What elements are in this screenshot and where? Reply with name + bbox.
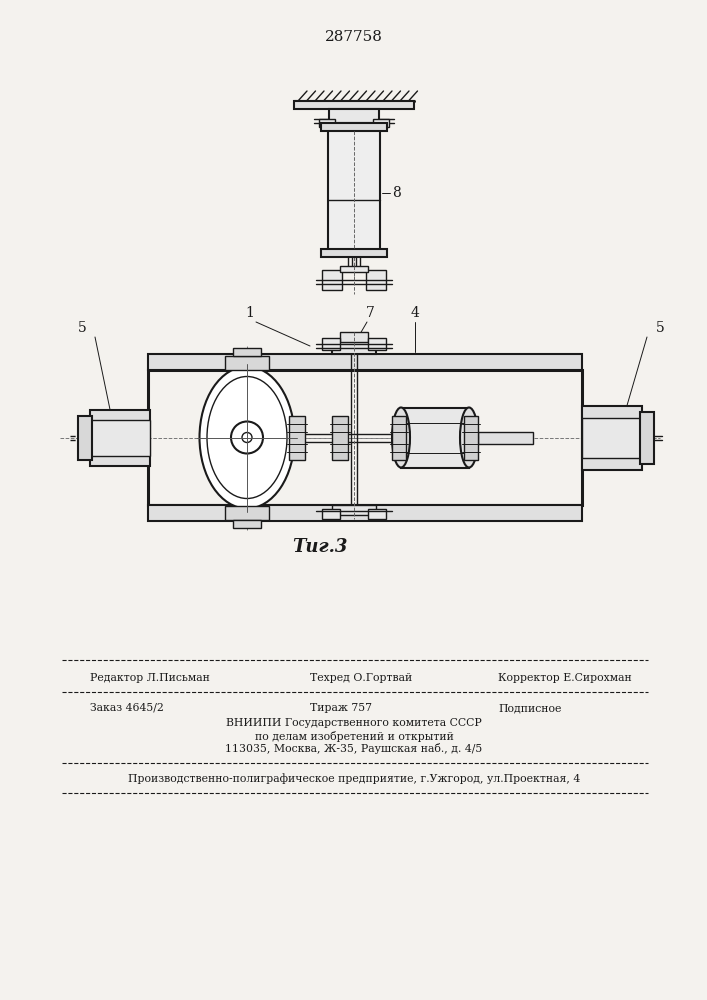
Text: 7: 7 [366,306,375,320]
Bar [340,332,368,342]
Text: Редактор Л.Письман: Редактор Л.Письман [90,673,210,683]
Text: 5: 5 [78,321,86,335]
Bar [225,356,269,369]
Bar [368,509,386,519]
Bar [289,416,305,460]
Ellipse shape [207,376,287,498]
Text: 8: 8 [392,186,401,200]
Circle shape [242,432,252,442]
Bar [78,416,92,460]
Text: Подписное: Подписное [498,703,561,713]
Bar [464,416,478,460]
Bar [225,506,269,520]
Bar [582,406,642,470]
Bar [392,416,406,460]
Bar [332,416,348,460]
Text: Техред О.Гортвай: Техред О.Гортвай [310,673,412,683]
Text: 4: 4 [411,306,419,320]
Bar [373,119,389,127]
Bar [294,101,414,109]
Bar [233,348,261,356]
Bar [478,432,533,444]
Bar [582,418,642,458]
Bar [321,249,387,257]
Bar [332,342,376,354]
Bar [368,338,386,350]
Text: 1: 1 [245,306,255,320]
Text: Тираж 757: Тираж 757 [310,703,372,713]
Bar [319,119,335,127]
Text: ВНИИПИ Государственного комитета СССР: ВНИИПИ Государственного комитета СССР [226,718,482,728]
Bar [90,420,150,456]
Bar [321,123,387,131]
Text: Корректор Е.Сирохман: Корректор Е.Сирохман [498,673,632,683]
Bar [366,270,386,290]
Ellipse shape [199,366,295,508]
Text: по делам изобретений и открытий: по делам изобретений и открытий [255,730,453,742]
Bar [328,127,380,253]
Text: Заказ 4645/2: Заказ 4645/2 [90,703,164,713]
Bar [329,109,379,123]
Bar [322,509,340,519]
Text: 113035, Москва, Ж-35, Раушская наб., д. 4/5: 113035, Москва, Ж-35, Раушская наб., д. … [226,744,483,754]
Bar [148,370,582,505]
Text: 287758: 287758 [325,30,383,44]
Bar [233,520,261,528]
Bar [148,505,582,521]
Bar [322,338,340,350]
Bar [90,410,150,466]
Bar [148,354,582,370]
Bar [322,270,342,290]
Ellipse shape [392,408,410,468]
Bar [340,266,368,272]
Bar [640,412,654,464]
Bar [332,505,376,515]
Text: Τиг.3: Τиг.3 [292,538,348,556]
Circle shape [231,422,263,454]
Bar [401,408,469,468]
Text: 5: 5 [655,321,665,335]
Ellipse shape [460,408,478,468]
Text: Производственно-полиграфическое предприятие, г.Ужгород, ул.Проектная, 4: Производственно-полиграфическое предприя… [128,774,580,784]
